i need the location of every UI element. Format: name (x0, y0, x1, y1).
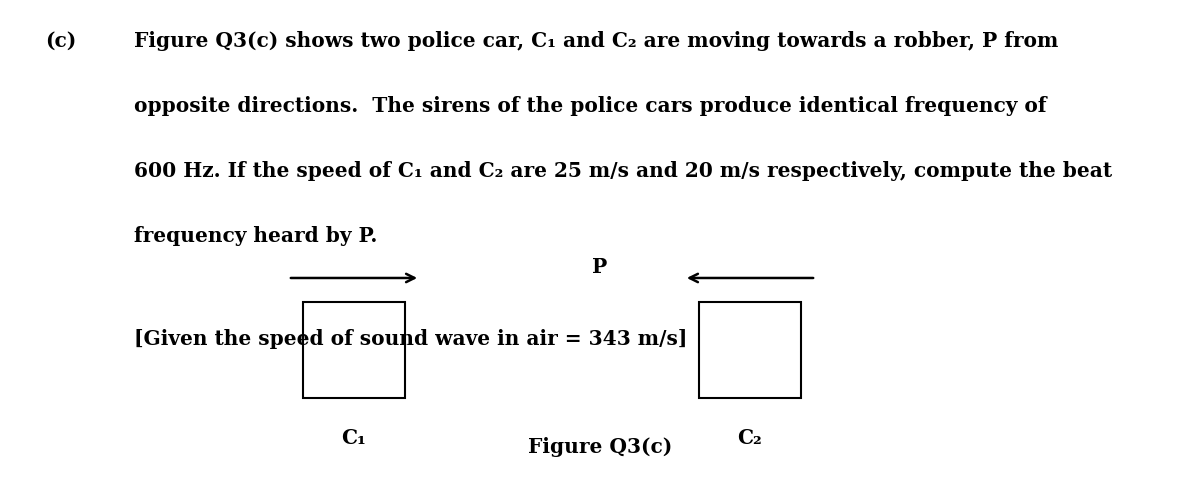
Text: C₂: C₂ (738, 427, 762, 447)
Bar (302, 302, 406, 398)
Text: 600 Hz. If the speed of C₁ and C₂ are 25 m/s and 20 m/s respectively, compute th: 600 Hz. If the speed of C₁ and C₂ are 25… (134, 161, 1112, 181)
Text: (c): (c) (46, 31, 77, 51)
Text: frequency heard by P.: frequency heard by P. (134, 226, 378, 246)
Text: opposite directions.  The sirens of the police cars produce identical frequency : opposite directions. The sirens of the p… (134, 96, 1046, 116)
Text: C₁: C₁ (342, 427, 366, 447)
Bar (698, 302, 802, 398)
Text: [Given the speed of sound wave in air = 343 m/s]: [Given the speed of sound wave in air = … (134, 329, 688, 349)
Text: Figure Q3(c): Figure Q3(c) (528, 436, 672, 456)
Text: P: P (593, 256, 607, 276)
Text: Figure Q3(c) shows two police car, C₁ and C₂ are moving towards a robber, P from: Figure Q3(c) shows two police car, C₁ an… (134, 31, 1058, 51)
